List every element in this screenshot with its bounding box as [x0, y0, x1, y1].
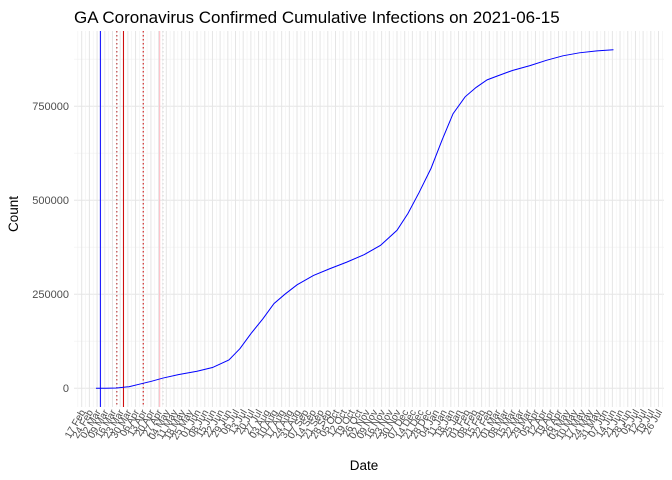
y-tick-label: 250000 — [32, 289, 69, 301]
series-layer — [95, 49, 614, 389]
y-axis-title: Count — [6, 196, 21, 232]
y-axis-ticks: 0 250000 500000 750000 — [32, 101, 69, 395]
grid — [74, 31, 664, 407]
chart-title: GA Coronavirus Confirmed Cumulative Infe… — [74, 8, 560, 27]
reference-lines — [99, 31, 164, 407]
series-line-cumulative-infections — [95, 49, 614, 389]
y-tick-label: 750000 — [32, 101, 69, 113]
x-axis-title: Date — [350, 458, 379, 473]
y-tick-label: 0 — [63, 383, 69, 395]
y-tick-label: 500000 — [32, 195, 69, 207]
